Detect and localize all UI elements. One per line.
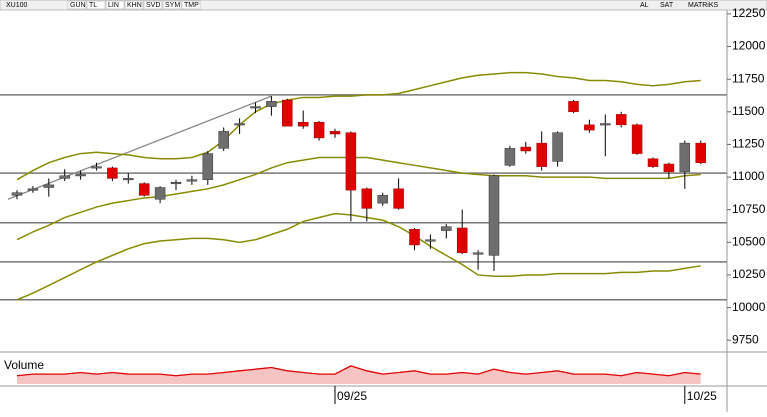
candle-body — [409, 229, 420, 246]
x-tick-label: 09/25 — [337, 389, 367, 403]
candle-body — [615, 114, 627, 126]
y-tick-label: 12250 — [732, 6, 766, 20]
y-tick-label: 11000 — [732, 169, 765, 183]
candle-body — [345, 132, 357, 191]
x-tick-label: 10/25 — [687, 389, 717, 403]
symbol: XU100 — [6, 2, 28, 9]
candle-body — [250, 106, 261, 109]
toolbar-button-label: TMP — [184, 2, 199, 9]
candle-body — [43, 184, 55, 188]
candle-body — [91, 166, 102, 169]
candle-body — [27, 188, 39, 191]
toolbar-button[interactable] — [162, 0, 182, 10]
candle-body — [329, 131, 341, 135]
candle-body — [456, 227, 468, 254]
y-tick-label: 11750 — [732, 71, 765, 85]
candle-body — [377, 195, 388, 204]
y-tick-label: 11500 — [732, 104, 765, 118]
y-tick-label: 10750 — [732, 202, 766, 216]
candle-body — [138, 183, 150, 196]
toolbar: XU100 GUN TL LIN KHN SVD SYM TMP AL SAT MATRiKS — [0, 0, 767, 11]
y-tick-label: 10250 — [732, 267, 766, 281]
candle-body — [202, 153, 214, 180]
candle-body — [536, 142, 547, 167]
toolbar-right-label[interactable]: AL — [640, 2, 649, 9]
candle-body — [584, 124, 595, 131]
y-tick-label: 12000 — [732, 39, 766, 53]
candle-body — [425, 239, 436, 242]
toolbar-button-label: SYM — [165, 2, 180, 9]
candle-body — [234, 123, 245, 126]
candle-body — [552, 132, 563, 162]
candle-body — [441, 226, 452, 231]
y-tick-label: 9750 — [732, 332, 759, 346]
volume-area — [17, 365, 701, 384]
bollinger-band — [16, 156, 701, 241]
candle-body — [647, 158, 659, 167]
y-tick-label: 10000 — [732, 300, 766, 314]
y-tick-label: 11250 — [732, 137, 765, 151]
candle-body — [282, 99, 293, 127]
candle-body — [568, 101, 579, 113]
toolbar-button[interactable] — [86, 0, 106, 10]
candle-body — [154, 187, 166, 200]
candle-body — [59, 175, 70, 179]
toolbar-button-label: GUN — [70, 2, 86, 9]
candle-body — [313, 121, 325, 139]
candle-body — [11, 192, 23, 196]
candle-body — [107, 167, 118, 179]
candle-body — [266, 101, 277, 107]
candle-body — [600, 123, 611, 126]
candle-body — [393, 188, 404, 209]
candle-body — [472, 252, 484, 255]
toolbar-right-label[interactable]: MATRiKS — [688, 2, 719, 9]
trend-line — [7, 95, 272, 200]
toolbar-button[interactable] — [143, 0, 163, 10]
candle-body — [488, 175, 500, 256]
candle-body — [520, 146, 532, 152]
volume-line — [16, 365, 701, 377]
candle-body — [218, 131, 229, 149]
candle-body — [297, 121, 309, 127]
candle-body — [695, 142, 706, 163]
bollinger-band — [16, 212, 701, 301]
candle-body — [75, 174, 86, 177]
candle-body — [679, 142, 691, 173]
candle-body — [361, 188, 373, 209]
candle-body — [631, 124, 643, 154]
bollinger-band — [16, 71, 701, 181]
toolbar-button-label: TL — [89, 2, 97, 9]
toolbar-button-label: KHN — [127, 2, 142, 9]
toolbar-button-label: SVD — [146, 2, 160, 9]
volume-label: Volume — [4, 358, 44, 372]
candle-body — [123, 178, 134, 181]
candle-body — [186, 179, 198, 182]
toolbar-button[interactable] — [124, 0, 144, 10]
toolbar-bg — [0, 0, 767, 11]
candle-body — [663, 163, 675, 173]
toolbar-right-label[interactable]: SAT — [660, 2, 674, 9]
toolbar-button-label: LIN — [108, 2, 119, 9]
toolbar-button[interactable] — [67, 0, 87, 10]
candle-body — [170, 182, 182, 185]
y-tick-label: 10500 — [732, 234, 766, 248]
toolbar-button[interactable] — [181, 0, 201, 10]
candle-body — [504, 148, 516, 166]
toolbar-button[interactable] — [105, 0, 125, 10]
